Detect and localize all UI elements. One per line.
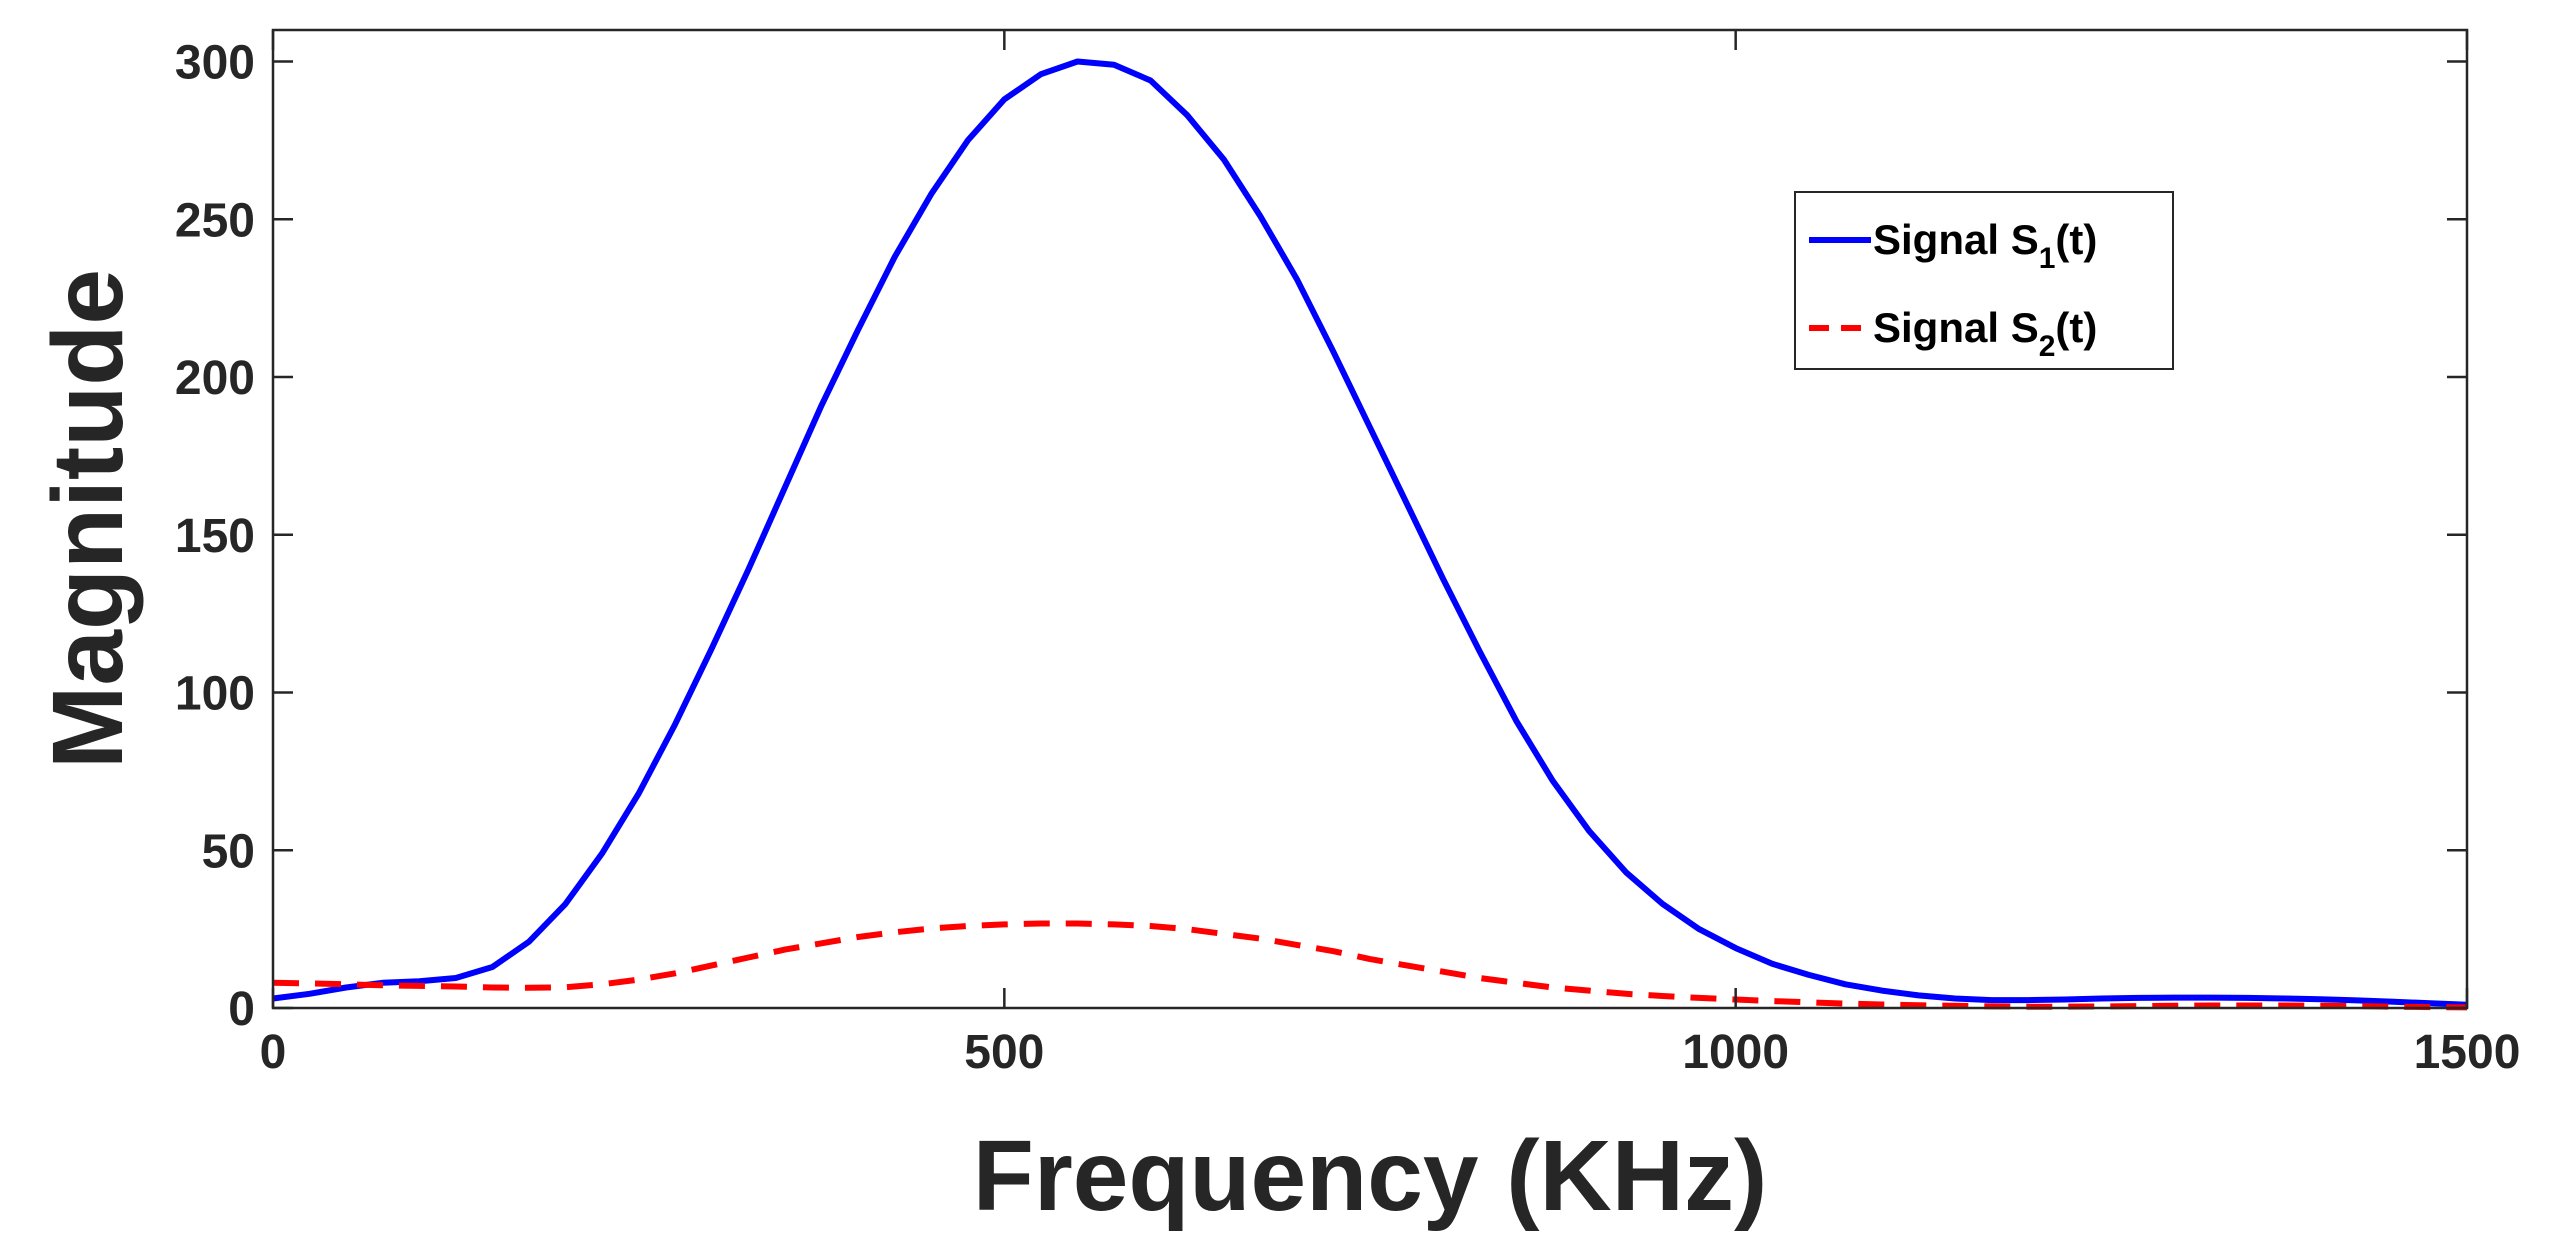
legend-label-2: Signal S2(t)	[1873, 304, 2097, 363]
series-line-1	[272, 58, 2468, 1008]
axes-box	[271, 28, 2469, 1010]
y-tick-label: 100	[175, 668, 255, 721]
x-tick-label: 1000	[1682, 1026, 1789, 1079]
y-tick-label: 300	[175, 37, 255, 90]
y-tick-label: 50	[202, 825, 255, 878]
y-axis-title: Magnitude	[32, 269, 144, 769]
axes-frame	[271, 28, 2469, 1010]
legend-label-1: Signal S1(t)	[1873, 216, 2097, 275]
legend-box	[1794, 191, 2174, 370]
x-tick-label: 0	[260, 1026, 287, 1079]
x-tick-label: 500	[964, 1026, 1044, 1079]
y-tick-label: 150	[175, 510, 255, 563]
y-tick-label: 250	[175, 194, 255, 247]
series-line-2	[272, 920, 2468, 1011]
y-tick-label: 200	[175, 352, 255, 405]
legend: Signal S1(t) Signal S2(t)	[1794, 191, 2174, 370]
x-tick-label: 1500	[2414, 1026, 2521, 1079]
plot-area	[272, 58, 2468, 1011]
y-tick-label: 0	[228, 983, 255, 1036]
x-axis-title: Frequency (KHz)	[973, 1120, 1768, 1232]
